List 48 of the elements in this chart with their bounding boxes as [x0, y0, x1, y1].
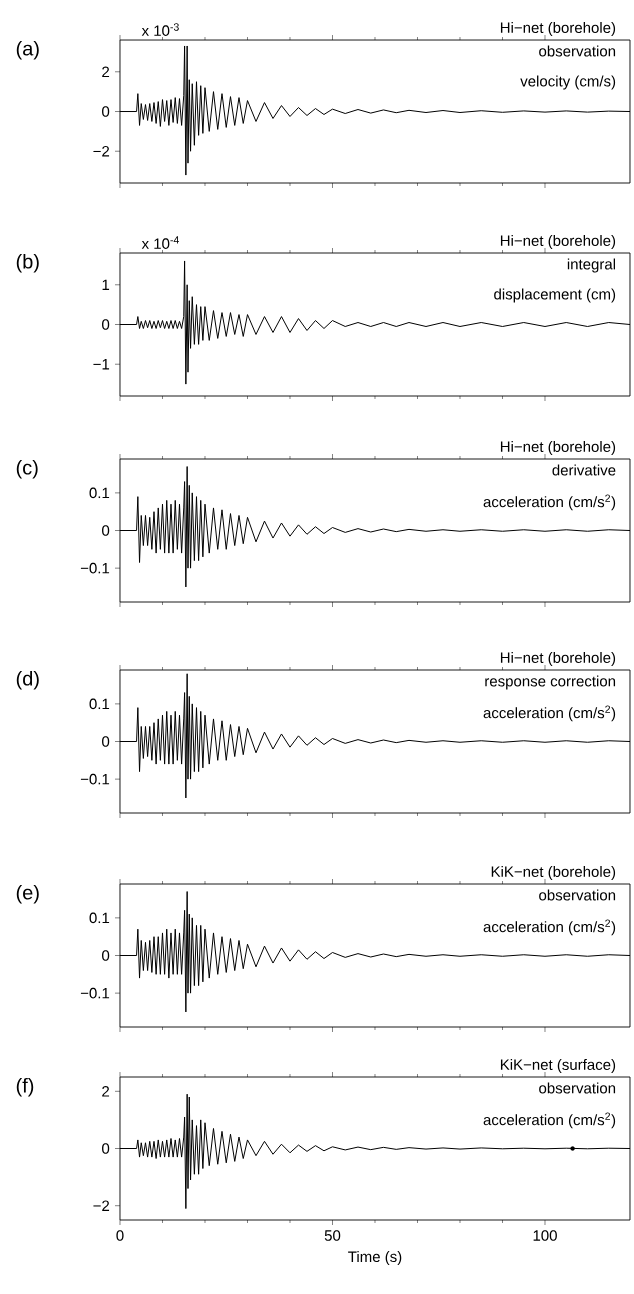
y-tick-label: 0 [102, 319, 110, 330]
annotation: response correction [485, 675, 616, 690]
chart-subtitle: KiK−net (borehole) [491, 865, 616, 880]
y-tick-label: 0.1 [89, 698, 110, 710]
chart-title: (d) [16, 670, 39, 690]
y-tick-label: 0 [102, 1143, 110, 1154]
chart-subtitle: Hi−net (borehole) [500, 651, 616, 666]
y-tick-label: 0 [102, 736, 110, 747]
y-tick-label: 1 [102, 279, 110, 290]
y-tick-label: −1 [93, 359, 110, 370]
y-tick-label: −0.1 [80, 562, 110, 574]
chart-subtitle: Hi−net (borehole) [500, 440, 616, 455]
chart-subtitle: Hi−net (borehole) [500, 21, 616, 36]
chart-subtitle: KiK−net (surface) [500, 1058, 616, 1073]
chart-title: (b) [16, 253, 39, 273]
y-tick-label: −2 [93, 146, 110, 157]
y-tick-label: 2 [102, 1086, 110, 1097]
y-tick-label: −2 [93, 1200, 110, 1211]
y-axis-title: x 10$^{-4}$ [141, 236, 179, 249]
annotation: observation [539, 889, 616, 901]
annotation: acceleration (cm/s$^{2}$) [483, 494, 616, 511]
annotation: observation [539, 1082, 616, 1094]
chart-title: (e) [16, 884, 39, 904]
y-tick-label: 0 [102, 950, 110, 961]
y-axis-title: x 10$^{-3}$ [141, 23, 179, 36]
annotation: integral [567, 258, 616, 273]
annotation: derivative [552, 464, 616, 476]
annotation: velocity (cm/s) [520, 75, 616, 90]
x-tick-label: 0 [116, 1230, 124, 1241]
chart-subtitle: Hi−net (borehole) [500, 234, 616, 249]
annotation: acceleration (cm/s$^{2}$) [483, 705, 616, 722]
y-tick-label: −0.1 [80, 773, 110, 785]
y-tick-label: 2 [102, 66, 110, 78]
annotation: displacement (cm) [494, 288, 616, 303]
chart-title: (c) [16, 459, 38, 479]
x-axis-title: Time (s) [348, 1251, 402, 1265]
annotation: observation [539, 45, 616, 57]
y-tick-label: 0 [102, 525, 110, 536]
annotation: acceleration (cm/s$^{2}$) [483, 919, 616, 936]
x-tick-label: 100 [533, 1230, 557, 1241]
x-tick-label: 50 [324, 1230, 341, 1241]
y-tick-label: 0.1 [89, 912, 110, 924]
y-tick-label: 0 [102, 106, 110, 117]
annotation: acceleration (cm/s$^{2}$) [483, 1112, 616, 1129]
y-tick-label: −0.1 [80, 987, 110, 999]
chart-title: (f) [16, 1077, 34, 1097]
chart-title: (a) [16, 40, 39, 60]
y-tick-label: 0.1 [89, 487, 110, 499]
